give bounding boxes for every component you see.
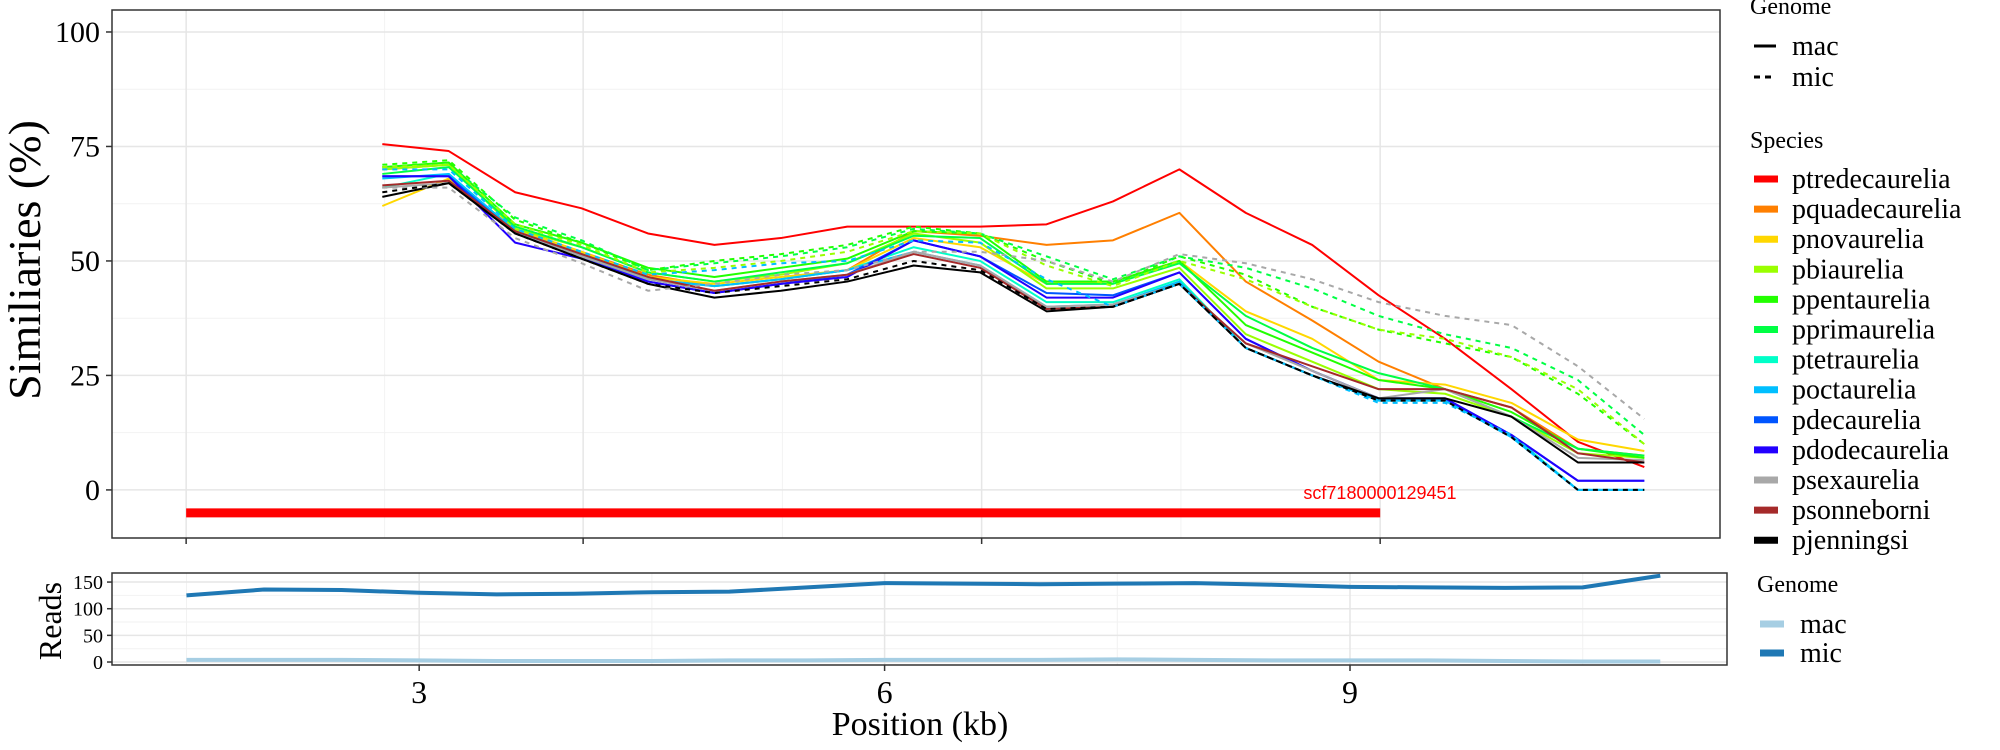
y-tick-label: 150 bbox=[73, 572, 103, 594]
y-tick-label: 0 bbox=[93, 652, 103, 674]
y-tick-label: 100 bbox=[73, 599, 103, 621]
legend-label-ptredecaurelia: ptredecaurelia bbox=[1792, 164, 1951, 195]
y-tick-label: 0 bbox=[85, 474, 100, 507]
legend-label-reads-mac: mac bbox=[1800, 609, 1847, 640]
legend-title-species: Species bbox=[1750, 128, 1823, 154]
series-line-pprimaurelia-mic bbox=[382, 163, 1645, 436]
legends: GenomemacmicSpeciesptredecaureliapquadec… bbox=[1750, 0, 1962, 669]
panel-border bbox=[111, 9, 1721, 539]
y-axis-title-reads: Reads bbox=[32, 582, 68, 660]
annotation-label: scf7180000129451 bbox=[1303, 483, 1456, 503]
legend-label-pquadecaurelia: pquadecaurelia bbox=[1792, 194, 1962, 225]
legend-title-reads-genome: Genome bbox=[1757, 572, 1838, 598]
legend-label-poctaurelia: poctaurelia bbox=[1792, 375, 1917, 406]
reads-panel: 0 50 100 150 3 6 9 bbox=[73, 572, 1728, 710]
legend-label-ptetraurelia: ptetraurelia bbox=[1792, 345, 1920, 376]
legend-label-psonneborni: psonneborni bbox=[1792, 495, 1931, 526]
y-tick-label: 75 bbox=[70, 130, 100, 163]
y-tick-label: 50 bbox=[70, 245, 100, 278]
legend-label-mac: mac bbox=[1792, 31, 1839, 62]
x-tick-label: 6 bbox=[877, 674, 893, 710]
legend-title-genome: Genome bbox=[1750, 0, 1831, 20]
legend-label-ppentaurelia: ppentaurelia bbox=[1792, 284, 1931, 315]
legend-label-pnovaurelia: pnovaurelia bbox=[1792, 224, 1925, 255]
series-line-pjenningsi-mic bbox=[382, 182, 1645, 491]
y-tick-label: 25 bbox=[70, 359, 100, 392]
legend-label-pjenningsi: pjenningsi bbox=[1792, 525, 1909, 556]
legend-label-mic: mic bbox=[1792, 62, 1834, 93]
legend-label-pbiaurelia: pbiaurelia bbox=[1792, 254, 1905, 285]
y-tick-label: 100 bbox=[55, 16, 100, 49]
series-line-ppentaurelia-mic bbox=[382, 159, 1645, 445]
series-line-ppentaurelia-mac bbox=[382, 161, 1645, 459]
legend-label-reads-mic: mic bbox=[1800, 638, 1842, 669]
series-line-psexaurelia-mic bbox=[382, 186, 1645, 420]
panel-border bbox=[111, 572, 1728, 666]
series-line-pprimaurelia-mac bbox=[382, 166, 1645, 457]
y-tick-label: 50 bbox=[83, 625, 103, 647]
reads-line-mac bbox=[186, 657, 1661, 664]
series-line-poctaurelia-mic bbox=[382, 168, 1645, 491]
series-line-psexaurelia-mac bbox=[382, 182, 1645, 462]
plot-background bbox=[112, 10, 1720, 538]
y-axis-title-similarity: Similiaries (%) bbox=[0, 120, 50, 400]
series-line-pbiaurelia-mic bbox=[382, 163, 1645, 445]
series-line-psonneborni-mac bbox=[382, 179, 1645, 464]
reads-line-mic bbox=[186, 573, 1661, 598]
x-axis-title: Position (kb) bbox=[832, 706, 1009, 743]
x-tick-label: 9 bbox=[1342, 674, 1358, 710]
x-tick-label: 3 bbox=[411, 674, 427, 710]
legend-label-psexaurelia: psexaurelia bbox=[1792, 465, 1920, 496]
similarity-panel: 0 25 50 75 100 bbox=[55, 9, 1721, 544]
series-line-ptredecaurelia-mac bbox=[382, 143, 1645, 468]
legend-label-pdecaurelia: pdecaurelia bbox=[1792, 405, 1922, 436]
legend-label-pdodecaurelia: pdodecaurelia bbox=[1792, 435, 1950, 466]
legend-label-pprimaurelia: pprimaurelia bbox=[1792, 315, 1936, 346]
